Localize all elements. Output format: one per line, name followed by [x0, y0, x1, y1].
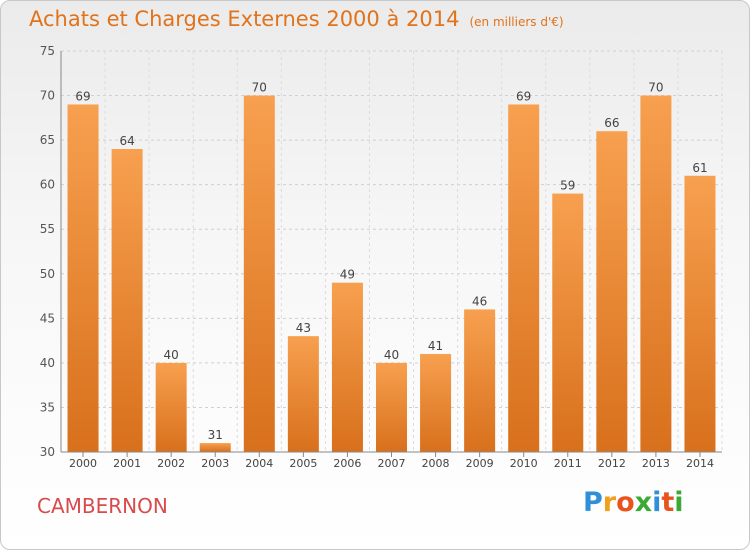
label-layer: 30 35 40 45 50 55 60 65 70 75 69 2000 64 2001 40 2002 31… — [40, 44, 714, 470]
bar — [464, 309, 496, 452]
value-label: 43 — [296, 321, 311, 335]
value-label: 46 — [472, 294, 487, 308]
y-tick-label: 40 — [40, 356, 55, 370]
bar — [376, 362, 407, 452]
bar — [508, 104, 540, 452]
bar — [552, 193, 584, 453]
x-tick-label: 2006 — [333, 457, 361, 470]
value-label: 66 — [604, 116, 619, 130]
y-tick-label: 60 — [40, 178, 55, 192]
commune-name: CAMBERNON — [37, 494, 168, 518]
x-tick-label: 2013 — [642, 457, 670, 470]
y-tick-label: 30 — [40, 445, 55, 459]
bar — [684, 175, 716, 452]
x-tick-label: 2003 — [201, 457, 229, 470]
value-label: 64 — [119, 134, 134, 148]
x-tick-label: 2001 — [113, 457, 141, 470]
chart-title: Achats et Charges Externes 2000 à 2014 — [29, 7, 460, 31]
x-tick-label: 2014 — [686, 457, 714, 470]
x-tick-label: 2004 — [245, 457, 273, 470]
bar — [287, 336, 319, 452]
y-tick-label: 70 — [40, 89, 55, 103]
axis-layer — [60, 51, 722, 457]
x-tick-label: 2012 — [598, 457, 626, 470]
bar — [155, 362, 187, 452]
value-label: 70 — [252, 81, 267, 95]
logo-letter: t — [661, 487, 675, 518]
value-label: 31 — [208, 428, 223, 442]
value-label: 69 — [516, 89, 531, 103]
bar — [331, 282, 363, 452]
logo-letter: o — [616, 487, 635, 518]
x-tick-label: 2011 — [554, 457, 582, 470]
x-tick-label: 2005 — [289, 457, 317, 470]
y-tick-label: 55 — [40, 222, 55, 236]
logo-letter: P — [583, 487, 603, 518]
bar-layer — [67, 95, 716, 453]
x-tick-label: 2008 — [422, 457, 450, 470]
value-label: 49 — [340, 268, 355, 282]
y-tick-label: 45 — [40, 311, 55, 325]
y-tick-label: 50 — [40, 267, 55, 281]
bar — [111, 149, 143, 452]
y-tick-label: 75 — [40, 44, 55, 58]
chart-subtitle: (en milliers d'€) — [469, 15, 564, 29]
value-label: 70 — [648, 81, 663, 95]
value-label: 40 — [384, 348, 399, 362]
logo-letter: i — [652, 487, 662, 518]
value-label: 61 — [692, 161, 707, 175]
logo-letter: i — [674, 487, 684, 518]
y-tick-label: 35 — [40, 400, 55, 414]
value-label: 69 — [75, 89, 90, 103]
proxiti-logo: Proxiti — [583, 487, 684, 518]
x-tick-label: 2009 — [466, 457, 494, 470]
bar — [199, 443, 231, 452]
value-label: 41 — [428, 339, 443, 353]
x-tick-label: 2010 — [510, 457, 538, 470]
logo-letter: x — [634, 487, 653, 518]
title-row: Achats et Charges Externes 2000 à 2014 (e… — [29, 7, 564, 31]
bar — [67, 104, 99, 452]
bar — [243, 95, 275, 453]
y-tick-label: 65 — [40, 133, 55, 147]
x-tick-label: 2002 — [157, 457, 185, 470]
x-tick-label: 2000 — [69, 457, 97, 470]
x-tick-label: 2007 — [378, 457, 406, 470]
bar — [596, 131, 628, 452]
bar — [640, 95, 672, 453]
bar — [420, 353, 452, 452]
logo-letter: r — [602, 487, 617, 518]
value-label: 40 — [164, 348, 179, 362]
value-label: 59 — [560, 179, 575, 193]
